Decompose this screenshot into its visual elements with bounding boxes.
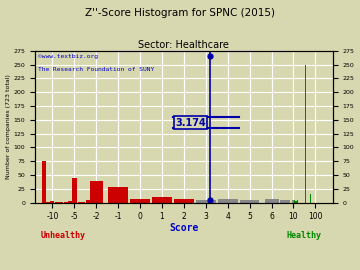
Bar bbox=[240, 200, 260, 202]
Bar bbox=[64, 201, 68, 202]
Bar bbox=[174, 199, 194, 202]
Bar bbox=[42, 161, 46, 202]
Title: Sector: Healthcare: Sector: Healthcare bbox=[139, 40, 229, 50]
Bar bbox=[68, 201, 72, 202]
Bar bbox=[72, 178, 77, 202]
Bar bbox=[55, 201, 59, 202]
Bar bbox=[46, 201, 50, 202]
Bar bbox=[50, 201, 54, 202]
Bar bbox=[90, 181, 103, 202]
Text: Z''-Score Histogram for SPNC (2015): Z''-Score Histogram for SPNC (2015) bbox=[85, 8, 275, 18]
Bar bbox=[130, 199, 150, 202]
X-axis label: Score: Score bbox=[169, 223, 199, 233]
Text: The Research Foundation of SUNY: The Research Foundation of SUNY bbox=[38, 68, 154, 72]
Bar bbox=[292, 200, 295, 202]
Text: 3.174: 3.174 bbox=[175, 117, 206, 127]
Y-axis label: Number of companies (723 total): Number of companies (723 total) bbox=[5, 74, 10, 179]
Bar bbox=[196, 200, 216, 202]
Bar bbox=[152, 197, 172, 202]
Bar bbox=[108, 187, 128, 202]
Bar bbox=[285, 200, 291, 202]
Bar bbox=[280, 200, 285, 202]
Bar bbox=[265, 199, 278, 202]
Text: Healthy: Healthy bbox=[287, 231, 322, 240]
Bar bbox=[86, 200, 92, 202]
Bar bbox=[78, 201, 85, 202]
Text: ©www.textbiz.org: ©www.textbiz.org bbox=[38, 54, 98, 59]
Bar bbox=[59, 201, 63, 202]
Text: Unhealthy: Unhealthy bbox=[41, 231, 86, 240]
Bar bbox=[218, 199, 238, 202]
Bar bbox=[275, 199, 279, 202]
